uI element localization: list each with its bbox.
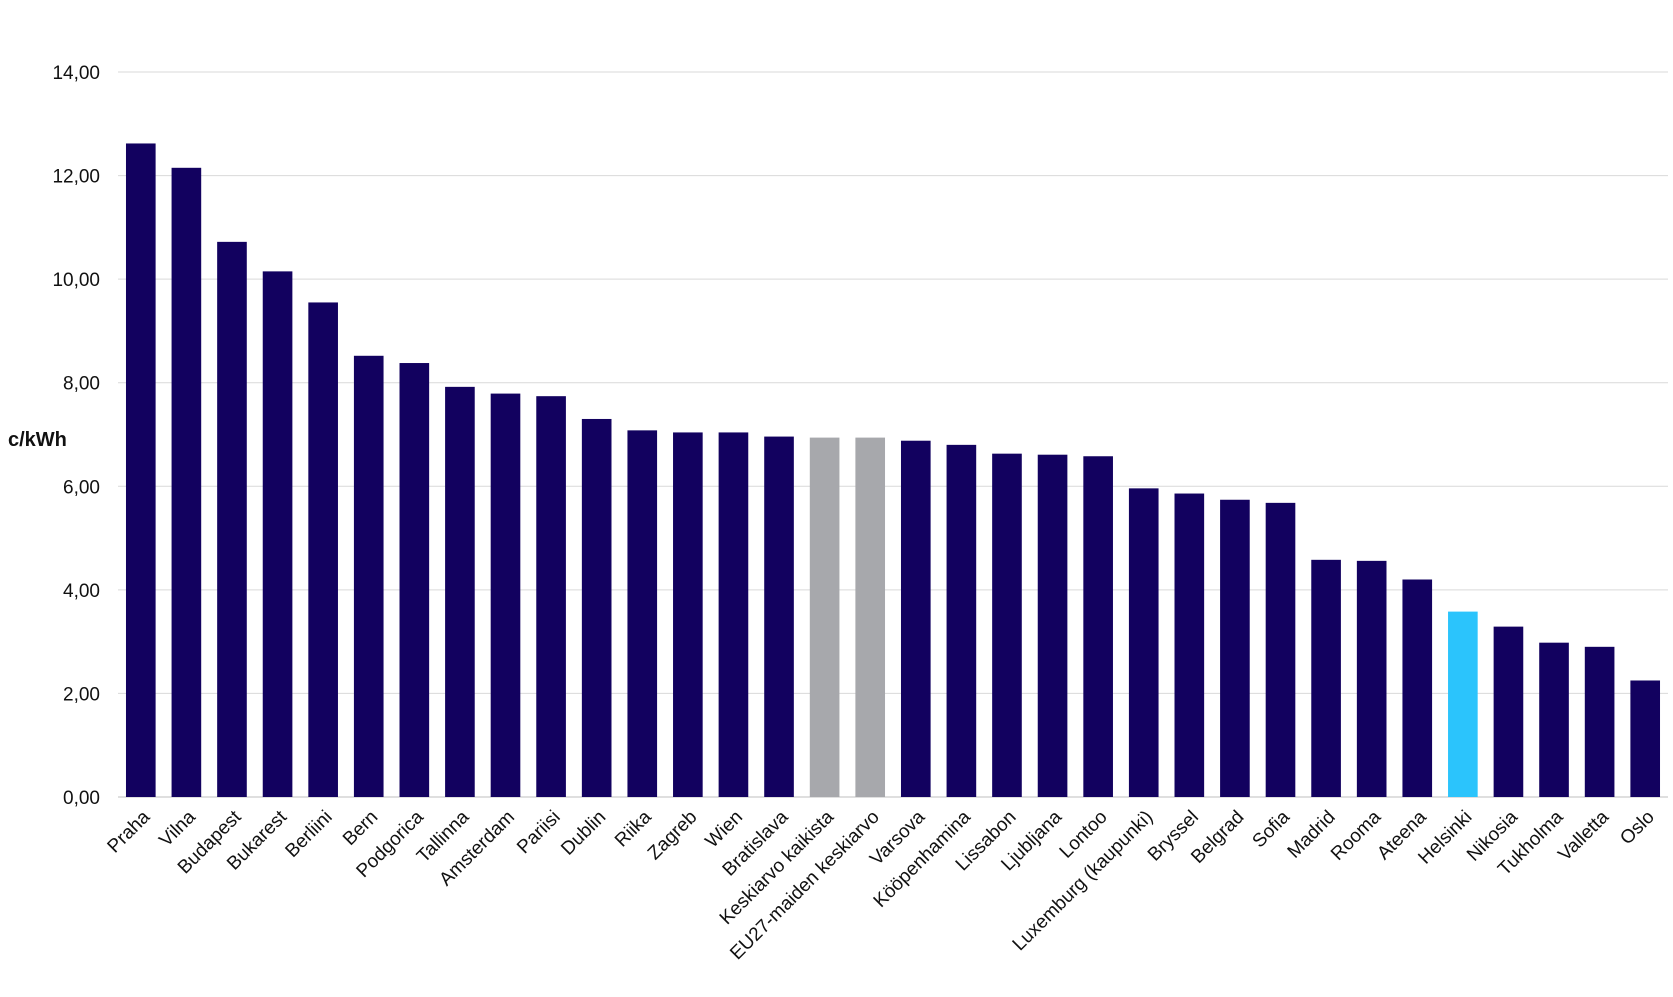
bar [262,271,293,797]
bar [1356,560,1387,797]
bar [718,432,749,797]
bar [809,437,840,797]
bar [1584,646,1615,797]
bar [1037,454,1068,797]
y-axis-tick-labels: 0,00 2,00 4,00 6,00 8,00 10,00 12,00 14,00 [52,63,100,809]
x-category-label: Valletta [1554,806,1613,865]
y-tick-label: 2,00 [63,684,100,705]
y-tick-label: 10,00 [52,270,100,291]
bars [125,143,1661,797]
x-category-label: Dublin [557,807,610,860]
y-tick-label: 6,00 [63,477,100,498]
y-tick-label: 12,00 [52,167,100,188]
bar [992,453,1022,797]
x-category-label: Rooma [1327,806,1385,864]
bar [445,386,475,797]
bar [1630,680,1661,797]
gridlines [118,71,1668,798]
x-category-label: Pariisi [513,807,564,858]
bar [946,444,977,797]
y-tick-label: 0,00 [63,788,100,809]
bar [217,241,247,797]
bar [1311,559,1341,797]
y-tick-label: 14,00 [52,63,100,84]
y-tick-label: 8,00 [63,374,100,395]
x-category-label: Praha [104,806,155,857]
bar [764,436,794,797]
bar [1083,456,1113,797]
bar [900,440,931,797]
x-category-label: Zagreb [644,807,701,864]
bar [536,396,566,797]
bar [627,430,658,797]
bar [171,167,202,797]
y-axis-label: c/kWh [8,429,67,451]
bar [1128,488,1159,797]
bar [581,418,612,797]
bar [353,355,384,797]
bar [125,143,156,797]
bar [308,302,338,797]
y-tick-label: 4,00 [63,581,100,602]
bar [1220,499,1250,797]
bar [855,437,886,797]
bar [1539,642,1569,797]
bar [1265,502,1296,797]
x-category-label: Oslo [1616,807,1658,849]
bar [1448,611,1478,797]
bar [1402,579,1433,797]
bar [399,363,430,797]
bar [490,393,521,797]
bar [673,432,703,797]
x-category-label: Berliini [282,807,337,862]
bar [1174,493,1205,797]
bar [1493,626,1524,797]
